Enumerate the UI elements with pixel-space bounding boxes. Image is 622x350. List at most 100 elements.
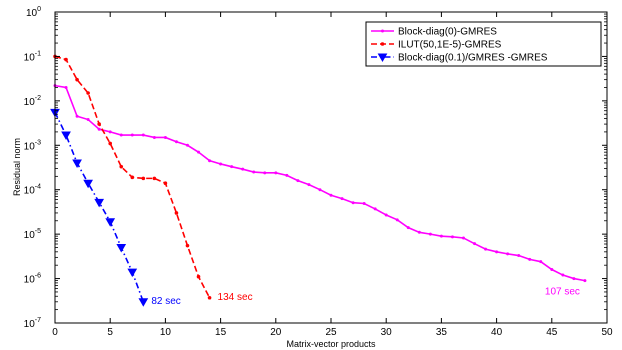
data-point xyxy=(127,268,138,278)
data-point xyxy=(207,295,212,300)
data-point xyxy=(72,159,82,168)
data-point xyxy=(75,114,79,118)
data-point xyxy=(373,207,377,211)
y-tick-label: 10-2 xyxy=(24,95,41,108)
data-point xyxy=(506,252,510,256)
data-point xyxy=(406,226,410,230)
data-point xyxy=(583,279,587,283)
x-tick-label: 45 xyxy=(546,327,558,338)
data-point xyxy=(351,201,355,205)
data-point xyxy=(208,159,212,163)
y-tick-label: 10-1 xyxy=(24,50,41,63)
data-point xyxy=(274,171,278,175)
y-tick-label: 10-6 xyxy=(24,273,41,286)
y-axis-label: Residual norm xyxy=(12,138,22,196)
data-point xyxy=(329,193,333,197)
data-point xyxy=(75,77,79,82)
x-tick-label: 25 xyxy=(325,327,337,338)
series-annotation: 107 sec xyxy=(545,287,580,298)
data-point xyxy=(439,234,443,238)
data-point xyxy=(174,211,179,215)
data-point xyxy=(138,298,149,307)
data-point xyxy=(296,179,300,183)
data-point xyxy=(130,175,135,180)
x-tick-label: 30 xyxy=(381,327,393,338)
data-point xyxy=(517,254,521,258)
data-point xyxy=(185,243,190,248)
data-point xyxy=(318,188,322,192)
data-point xyxy=(241,167,245,171)
series-1 xyxy=(53,54,212,300)
data-point xyxy=(450,235,454,239)
x-tick-label: 35 xyxy=(436,327,448,338)
legend-entry: ILUT(50,1E-5)-GMRES xyxy=(371,40,502,51)
series-annotations: 107 sec 134 sec 82 sec xyxy=(151,287,580,307)
data-point xyxy=(495,250,499,254)
data-point xyxy=(572,277,576,281)
data-point xyxy=(230,165,234,169)
data-point xyxy=(152,135,156,139)
data-point xyxy=(362,201,366,205)
data-point xyxy=(97,122,101,126)
data-point xyxy=(97,127,101,131)
legend-label: Block-diag(0.1)/GMRES -GMRES xyxy=(398,53,548,64)
data-point xyxy=(219,162,223,166)
x-tick-label: 10 xyxy=(160,327,172,338)
data-point xyxy=(152,176,157,181)
data-point xyxy=(119,133,123,137)
data-point xyxy=(83,179,93,189)
series-annotation: 82 sec xyxy=(151,296,180,307)
data-point xyxy=(395,218,399,222)
data-point xyxy=(197,150,201,154)
legend: Block-diag(0)-GMRES ILUT(50,1E-5)-GMRES Bl… xyxy=(365,21,602,67)
series-annotation: 134 sec xyxy=(218,292,253,303)
data-point xyxy=(196,274,201,279)
data-point xyxy=(86,91,90,95)
data-point xyxy=(64,57,68,62)
legend-box xyxy=(365,21,602,67)
data-point xyxy=(61,131,71,141)
data-point xyxy=(307,183,311,187)
data-point xyxy=(539,260,543,264)
x-tick-label: 20 xyxy=(270,327,282,338)
data-point xyxy=(105,218,116,227)
y-tick-label: 10-4 xyxy=(24,184,41,197)
y-tick-label: 10-5 xyxy=(24,228,41,241)
legend-marker xyxy=(380,42,385,46)
data-point xyxy=(528,257,532,261)
legend-entry: Block-diag(0.1)/GMRES -GMRES xyxy=(371,53,548,64)
data-point xyxy=(163,181,168,186)
data-point xyxy=(285,173,289,177)
x-tick-label: 50 xyxy=(601,327,613,338)
x-tick-label: 0 xyxy=(52,327,58,338)
data-point xyxy=(473,242,477,246)
data-point xyxy=(428,232,432,236)
data-point xyxy=(163,135,167,139)
legend-label: ILUT(50,1E-5)-GMRES xyxy=(398,40,502,51)
data-point xyxy=(561,273,565,277)
data-point xyxy=(64,85,68,89)
x-tick-label: 40 xyxy=(491,327,503,338)
data-point xyxy=(108,141,112,146)
data-point xyxy=(252,170,256,174)
legend-marker xyxy=(381,29,384,33)
data-point xyxy=(130,133,134,137)
x-tick-label: 15 xyxy=(215,327,227,338)
data-point xyxy=(263,171,267,175)
data-point xyxy=(119,164,124,169)
data-point xyxy=(550,268,554,272)
legend-marker xyxy=(377,53,388,63)
data-point xyxy=(461,236,465,240)
data-point xyxy=(417,230,421,234)
legend-label: Block-diag(0)-GMRES xyxy=(398,27,497,38)
x-tick-label: 5 xyxy=(107,327,113,338)
axis-ticks: 0 5 10 15 20 25 30 35 40 45 50 100 10-1 10-2 10-3 10-4 1… xyxy=(24,6,613,338)
y-tick-label: 100 xyxy=(26,6,41,19)
data-point xyxy=(141,133,145,137)
y-tick-label: 10-3 xyxy=(24,139,41,152)
data-point xyxy=(116,244,127,253)
y-tick-label: 10-7 xyxy=(24,317,41,330)
data-point xyxy=(384,213,388,217)
data-point xyxy=(108,130,112,134)
